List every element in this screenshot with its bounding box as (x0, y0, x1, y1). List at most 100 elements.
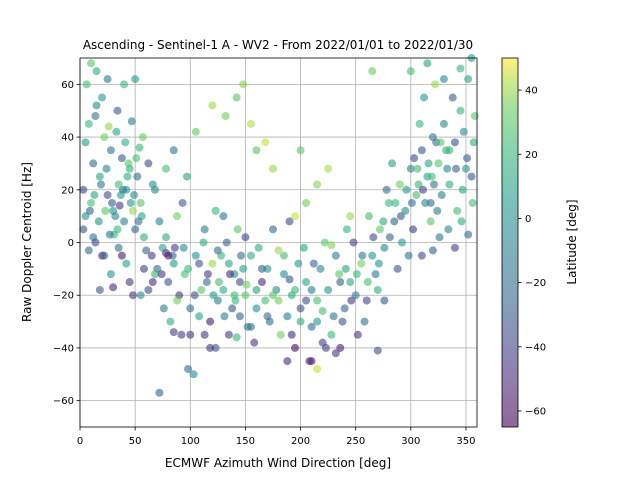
scatter-point (186, 304, 195, 313)
scatter-point (202, 278, 211, 287)
scatter-point (396, 212, 405, 221)
scatter-point (243, 322, 252, 331)
scatter-point (338, 317, 347, 326)
scatter-point (313, 296, 322, 305)
scatter-point (239, 80, 248, 89)
scatter-point (464, 230, 473, 239)
scatter-point (357, 259, 366, 268)
scatter-point (368, 251, 377, 260)
scatter-point (379, 217, 388, 226)
scatter-point (461, 164, 470, 173)
y-tick-label: 60 (61, 80, 74, 91)
scatter-point (444, 225, 453, 234)
scatter-point (414, 180, 423, 189)
scatter-point (120, 217, 129, 226)
scatter-point (456, 64, 465, 73)
scatter-point (371, 270, 380, 279)
scatter-point (380, 243, 389, 252)
x-tick-label: 250 (346, 436, 365, 447)
scatter-point (162, 233, 171, 242)
scatter-point (150, 185, 159, 194)
scatter-point (410, 154, 419, 163)
scatter-point (100, 133, 109, 142)
scatter-point (313, 180, 322, 189)
scatter-point (81, 212, 90, 221)
scatter-point (342, 225, 351, 234)
scatter-point (321, 343, 330, 352)
scatter-point (385, 233, 394, 242)
scatter-point (448, 93, 457, 102)
scatter-point (206, 343, 215, 352)
scatter-point (398, 238, 407, 247)
scatter-point (136, 198, 145, 207)
scatter-point (84, 119, 93, 128)
scatter-point (252, 304, 261, 313)
colorbar-tick-label: 0 (525, 214, 531, 225)
scatter-point (117, 154, 126, 163)
scatter-point (351, 291, 360, 300)
scatter-point (336, 278, 345, 287)
y-tick-label: −60 (53, 396, 74, 407)
scatter-point (190, 291, 199, 300)
scatter-point (221, 111, 230, 120)
scatter-point (219, 285, 228, 294)
scatter-point (296, 317, 305, 326)
scatter-point (358, 251, 367, 260)
scatter-point (373, 346, 382, 355)
scatter-point (157, 270, 166, 279)
scatter-point (431, 80, 440, 89)
scatter-point (81, 138, 90, 147)
scatter-point (439, 75, 448, 84)
scatter-point (242, 280, 251, 289)
scatter-point (285, 217, 294, 226)
scatter-point (106, 270, 115, 279)
scatter-point (235, 312, 244, 321)
scatter-point (169, 259, 178, 268)
scatter-point (105, 230, 114, 239)
scatter-point (291, 212, 300, 221)
scatter-point (280, 270, 289, 279)
scatter-point (169, 146, 178, 155)
scatter-point (132, 154, 141, 163)
scatter-point (415, 119, 424, 128)
scatter-point (103, 191, 112, 200)
scatter-point (134, 217, 143, 226)
scatter-point (101, 206, 110, 215)
scatter-point (128, 291, 137, 300)
scatter-point (89, 159, 98, 168)
scatter-point (388, 159, 397, 168)
y-axis-label: Raw Doppler Centroid [Hz] (20, 162, 34, 322)
scatter-point (225, 270, 234, 279)
scatter-point (106, 146, 115, 155)
scatter-point (452, 164, 461, 173)
scatter-point (384, 198, 393, 207)
scatter-point (299, 243, 308, 252)
scatter-point (390, 217, 399, 226)
colorbar-gradient (501, 57, 519, 428)
colorbar-tick-label: 20 (525, 150, 538, 161)
scatter-point (257, 264, 266, 273)
scatter-point (437, 191, 446, 200)
scatter-point (195, 259, 204, 268)
scatter-point (191, 127, 200, 136)
scatter-point (401, 206, 410, 215)
scatter-point (268, 164, 277, 173)
scatter-point (237, 251, 246, 260)
scatter-point (220, 312, 229, 321)
scatter-point (144, 285, 153, 294)
scatter-point (424, 159, 433, 168)
scatter-point (233, 225, 242, 234)
scatter-point (307, 285, 316, 294)
scatter-point (276, 330, 285, 339)
scatter-point (208, 101, 217, 110)
scatter-point (112, 127, 121, 136)
scatter-point (98, 93, 107, 102)
scatter-point (450, 138, 459, 147)
scatter-point (191, 251, 200, 260)
scatter-point (228, 304, 237, 313)
scatter-point (127, 117, 136, 126)
scatter-point (268, 291, 277, 300)
scatter-point (467, 172, 476, 181)
scatter-point (139, 264, 148, 273)
